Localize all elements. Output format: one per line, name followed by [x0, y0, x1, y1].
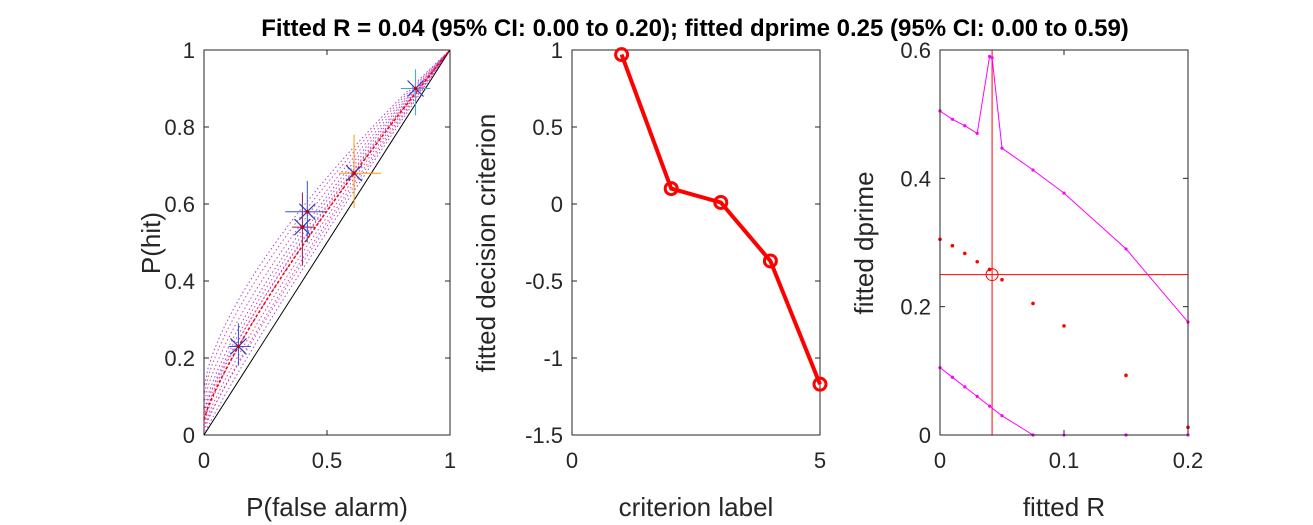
criteria-xlabel: criterion label — [619, 492, 774, 522]
profile-lower-point — [988, 404, 992, 408]
roc-ytick-label: 0 — [183, 423, 195, 448]
profile-upper-point — [1124, 247, 1128, 251]
profile-axes-frame — [939, 49, 1189, 436]
roc-bootstrap-curve — [203, 49, 451, 413]
criteria-plot: criterion label fitted decision criterio… — [471, 38, 828, 522]
roc-xlabel: P(false alarm) — [246, 492, 408, 522]
figure-title: Fitted R = 0.04 (95% CI: 0.00 to 0.20); … — [261, 15, 1129, 42]
profile-upper-point — [975, 131, 979, 136]
profile-ytick-label: 0 — [919, 423, 931, 448]
profile-xlabel: fitted R — [1023, 492, 1105, 522]
roc-point-center — [413, 86, 418, 91]
roc-ytick-label: 0.6 — [164, 192, 195, 217]
criteria-ytick-label: 0.5 — [532, 115, 563, 140]
criteria-ytick-label: -1 — [543, 346, 563, 371]
criteria-xtick-label: 5 — [814, 448, 826, 473]
criteria-ytick-label: -0.5 — [525, 269, 563, 294]
criteria-point — [762, 253, 778, 269]
profile-xtick-label: 0.2 — [1173, 448, 1204, 473]
profile-likelihood-point — [950, 243, 955, 248]
roc-point-center — [305, 209, 310, 214]
profile-likelihood-point — [1124, 373, 1128, 378]
roc-ytick-label: 0.8 — [164, 115, 195, 140]
profile-lower-point — [963, 385, 967, 389]
criteria-point — [663, 181, 679, 197]
profile-upper-point — [950, 117, 955, 121]
roc-bootstrap-curve — [203, 49, 451, 420]
profile-best-fit-marker — [985, 268, 999, 282]
roc-xtick-label: 1 — [444, 448, 456, 473]
roc-bootstrap-curve — [203, 49, 451, 424]
roc-ytick-label: 0.4 — [164, 269, 195, 294]
profile-upper-point — [963, 124, 967, 128]
roc-bootstrap-curve — [203, 49, 451, 389]
criteria-point — [614, 47, 630, 63]
profile-upper-point — [988, 54, 992, 59]
profile-upper-point — [1062, 191, 1066, 195]
roc-bootstrap-curve — [203, 49, 451, 416]
profile-likelihood-point — [963, 251, 967, 256]
profile-upper-point — [1000, 146, 1004, 150]
criteria-point — [812, 376, 828, 392]
profile-likelihood-point — [1062, 324, 1066, 328]
profile-ylabel: fitted dprime — [849, 171, 879, 314]
profile-ytick-label: 0.6 — [900, 38, 931, 63]
profile-xtick-label: 0.1 — [1049, 448, 1080, 473]
criteria-axes-box — [571, 49, 821, 436]
profile-upper-point — [990, 56, 994, 60]
profile-likelihood-point — [1000, 277, 1004, 282]
roc-point-center — [352, 171, 356, 175]
criteria-ylabel: fitted decision criterion — [471, 114, 501, 373]
profile-ytick-label: 0.4 — [900, 166, 931, 191]
profile-axes-box — [939, 49, 1189, 436]
profile-likelihood-point — [1031, 301, 1035, 306]
roc-bootstrap-curve — [203, 49, 451, 428]
roc-chance-line — [203, 49, 451, 436]
roc-bootstrap-curve — [203, 49, 451, 397]
roc-ylabel: P(hit) — [136, 212, 166, 274]
roc-ytick-label: 0.2 — [164, 346, 195, 371]
criteria-ytick-label: -1.5 — [525, 423, 563, 448]
profile-lower-point — [1000, 414, 1004, 418]
profile-likelihood-point — [975, 259, 979, 264]
profile-plot: fitted R fitted dprime 0 0.1 0.2 0 0.2 0.4 0.6 — [849, 38, 1203, 522]
profile-ytick-label: 0.2 — [900, 295, 931, 320]
criteria-line — [619, 53, 822, 385]
profile-xtick-label: 0 — [934, 448, 946, 473]
roc-plot: P(false alarm) P(hit) 0 0.5 1 0 0.2 0.4 0.6 0.8… — [136, 38, 456, 522]
roc-bootstrap-curve — [203, 49, 451, 405]
criteria-xtick-label: 0 — [566, 448, 578, 473]
roc-ytick-label: 1 — [183, 38, 195, 63]
criteria-ytick-label: 1 — [551, 38, 563, 63]
roc-bootstrap-curve — [203, 49, 451, 436]
profile-upper-point — [1031, 168, 1035, 172]
roc-point-center — [236, 344, 241, 349]
criteria-point — [713, 194, 729, 210]
roc-xtick-label: 0 — [198, 448, 210, 473]
profile-lower-point — [975, 394, 979, 399]
roc-bootstrap-curve — [203, 49, 451, 432]
profile-lower-point — [950, 375, 955, 379]
criteria-ytick-label: 0 — [551, 192, 563, 217]
roc-point-center — [300, 225, 305, 229]
roc-xtick-label: 0.5 — [312, 448, 343, 473]
